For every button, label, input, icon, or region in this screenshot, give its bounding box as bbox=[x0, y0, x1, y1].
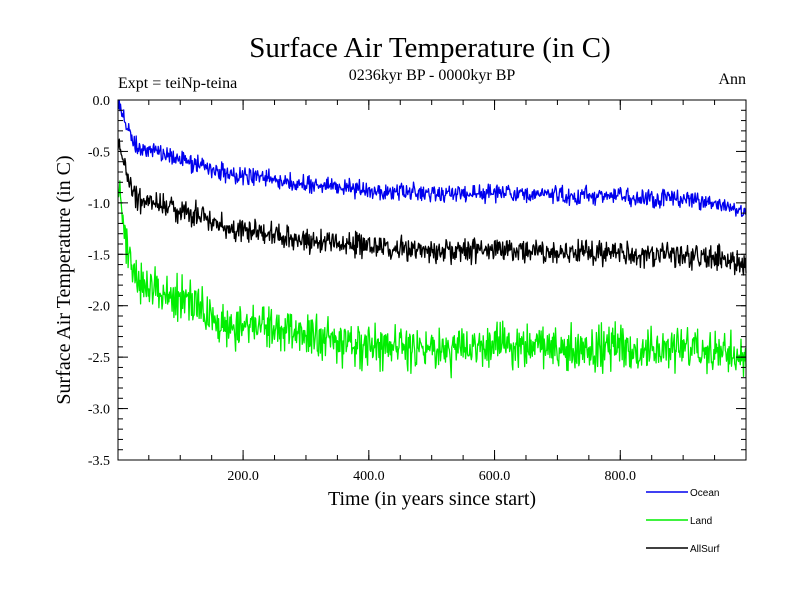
experiment-label: Expt = teiNp-teina bbox=[118, 75, 237, 92]
y-axis-label: Surface Air Temperature (in C) bbox=[53, 155, 75, 404]
y-tick-label: -1.0 bbox=[88, 197, 110, 212]
y-tick-label: -2.0 bbox=[88, 300, 110, 315]
legend-label-land: Land bbox=[690, 516, 712, 527]
y-tick-label: -1.5 bbox=[88, 248, 110, 263]
x-tick-label: 200.0 bbox=[227, 469, 259, 484]
x-tick-label: 800.0 bbox=[605, 469, 637, 484]
y-tick-label: -3.0 bbox=[88, 403, 110, 418]
series-line-land bbox=[117, 180, 747, 379]
chart-subtitle: 0236kyr BP - 0000kyr BP bbox=[349, 67, 516, 84]
plot-frame bbox=[117, 99, 747, 461]
y-tick-label: 0.0 bbox=[93, 94, 111, 109]
y-tick-label: -0.5 bbox=[88, 145, 110, 160]
legend-label-allsurf: AllSurf bbox=[690, 544, 720, 555]
legend-label-ocean: Ocean bbox=[690, 488, 719, 499]
y-tick-label: -2.5 bbox=[88, 351, 110, 366]
x-tick-label: 400.0 bbox=[353, 469, 385, 484]
y-tick-label: -3.5 bbox=[88, 454, 110, 469]
ticks-layer: 0.0 -0.5 -1.0 -1.5 -2.0 -2.5 -3.0 -3.5 200.0 400.… bbox=[88, 94, 746, 484]
series-line-allsurf bbox=[117, 138, 747, 276]
x-tick-label: 600.0 bbox=[479, 469, 511, 484]
chart-title: Surface Air Temperature (in C) bbox=[249, 32, 610, 64]
x-axis-label: Time (in years since start) bbox=[328, 488, 536, 510]
legend: Ocean Land AllSurf bbox=[646, 488, 720, 555]
season-label: Ann bbox=[718, 71, 746, 88]
series-line-ocean bbox=[117, 99, 747, 217]
series-layer bbox=[117, 99, 747, 379]
